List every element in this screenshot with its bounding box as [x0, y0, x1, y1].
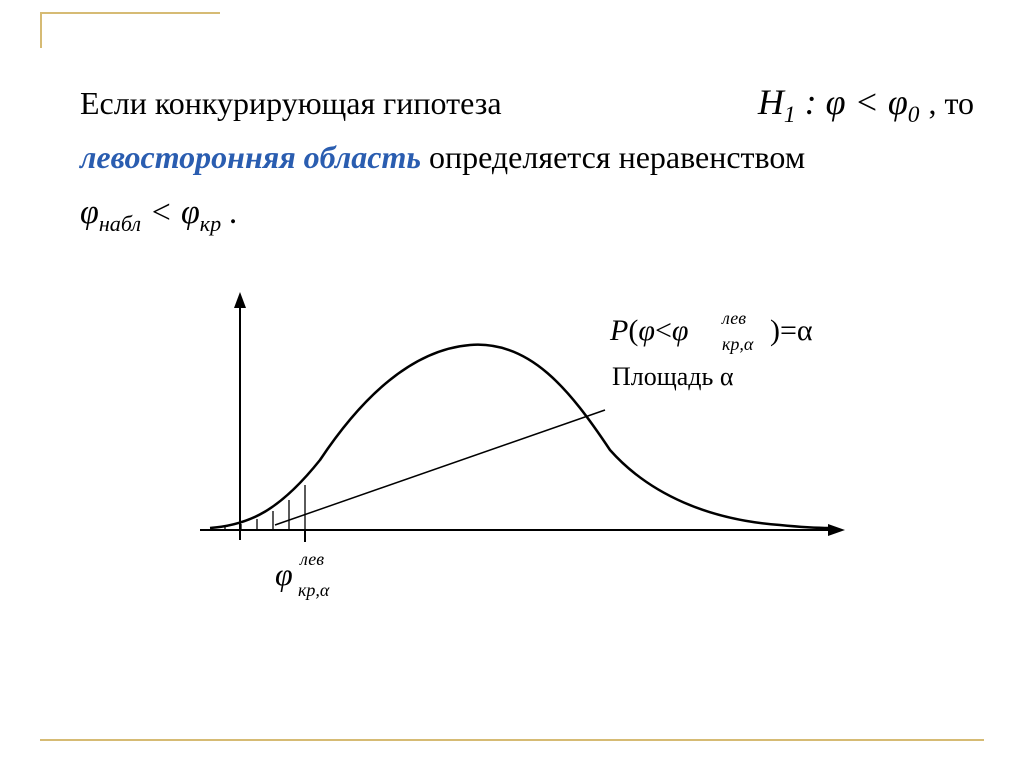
text-then: , то	[928, 85, 974, 121]
svg-text:лев: лев	[299, 549, 324, 569]
frame-corner	[40, 12, 220, 48]
xcrit-label: φ лев кр,α	[275, 549, 330, 600]
density-curve	[210, 345, 830, 528]
pointer-line	[275, 410, 605, 525]
x-axis-arrow	[828, 524, 845, 536]
svg-text:φ: φ	[275, 556, 293, 592]
prob-label: P(φ<φ лев кр,α )=α	[609, 308, 813, 354]
phi-inequality: φнабл < φкр .	[80, 187, 238, 241]
text-defined: определяется неравенством	[421, 139, 805, 175]
paragraph: Если конкурирующая гипотеза H1 : φ < φ0 …	[80, 75, 974, 241]
frame-bottom-line	[40, 739, 984, 741]
prob-sub: кр,α	[722, 334, 754, 354]
svg-text:кр,α: кр,α	[298, 580, 330, 600]
density-diagram: P(φ<φ лев кр,α )=α Площадь α φ лев кр,α	[180, 280, 880, 640]
svg-text:P(φ<φ: P(φ<φ	[609, 314, 688, 347]
svg-text:)=α: )=α	[770, 314, 813, 347]
y-axis-arrow	[234, 292, 246, 308]
content-block: Если конкурирующая гипотеза H1 : φ < φ0 …	[80, 75, 974, 241]
prob-super: лев	[721, 308, 746, 328]
text-if: Если конкурирующая гипотеза	[80, 79, 502, 129]
diagram-container: P(φ<φ лев кр,α )=α Площадь α φ лев кр,α	[180, 280, 880, 640]
formula-h1: H1 : φ < φ0	[758, 82, 929, 122]
term-left-region: левосторонняя область	[80, 139, 421, 175]
area-label: Площадь α	[612, 362, 734, 391]
